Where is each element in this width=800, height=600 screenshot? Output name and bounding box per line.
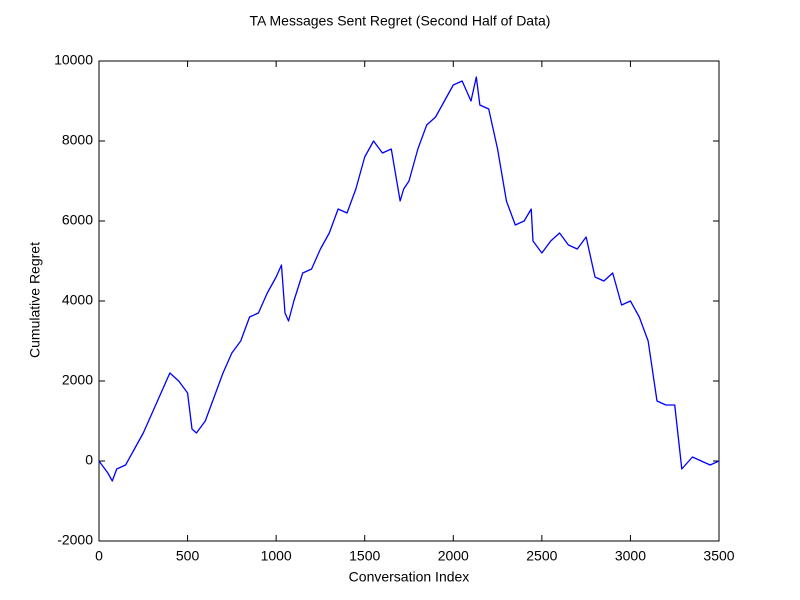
y-tick-label: 2000 [62,372,93,388]
x-tick-label: 500 [176,548,200,564]
y-axis-label: Cumulative Regret [27,242,43,358]
y-tick-label: 4000 [62,292,93,308]
data-line [98,76,720,482]
axes-box [98,60,720,542]
x-tick-label: 3500 [703,548,734,564]
y-tick-label: -2000 [57,532,93,548]
x-tick-label: 2500 [526,548,557,564]
chart-title: TA Messages Sent Regret (Second Half of … [250,13,551,29]
y-tick-label: 10000 [54,52,93,68]
x-axis-label: Conversation Index [349,569,470,585]
x-tick-label: 3000 [615,548,646,564]
x-tick-label: 1500 [349,548,380,564]
x-tick-label: 2000 [438,548,469,564]
x-tick-label: 0 [95,548,103,564]
x-tick-label: 1000 [261,548,292,564]
y-tick-label: 0 [85,452,93,468]
y-tick-label: 8000 [62,132,93,148]
y-tick-label: 6000 [62,212,93,228]
